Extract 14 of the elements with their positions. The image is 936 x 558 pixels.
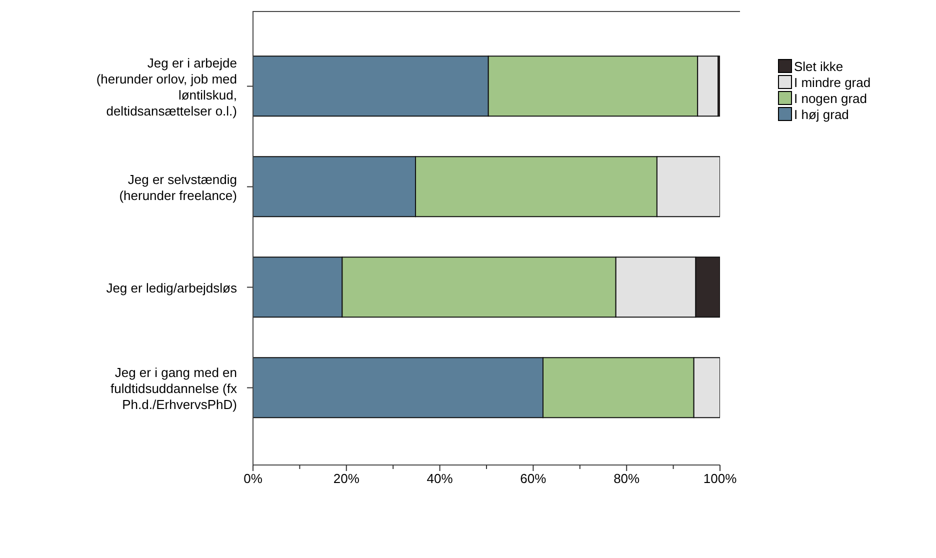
legend-label: I høj grad <box>794 106 849 122</box>
x-tick-label: 60% <box>520 471 547 486</box>
y-tick-label: Jeg er i gang med en fuldtidsuddannelse (fx Ph.d./ErhvervsPhD) <box>110 364 238 412</box>
x-tick-label: 100% <box>703 471 738 486</box>
x-tick-label: 40% <box>426 471 454 486</box>
x-tick-label: 80% <box>614 471 640 486</box>
x-tick-label: 0% <box>244 471 263 486</box>
legend-label: I nogen grad <box>794 90 868 106</box>
legend-label: Slet ikke <box>794 58 844 74</box>
y-tick-label: Jeg er i arbejde (herunder orlov, job med løntilskud, deltidsansættelser o.l.) <box>96 54 237 118</box>
y-tick-label: Jeg er selvstændig (herunder freelance) <box>119 171 237 202</box>
legend-label: I mindre grad <box>794 74 871 90</box>
x-tick-label: 20% <box>333 471 360 486</box>
y-tick-label: Jeg er ledig/arbejdsløs <box>106 280 238 295</box>
